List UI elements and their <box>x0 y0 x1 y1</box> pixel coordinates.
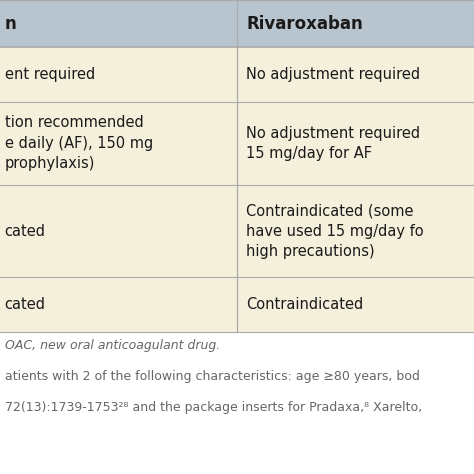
Text: No adjustment required
15 mg/day for AF: No adjustment required 15 mg/day for AF <box>246 126 420 161</box>
Text: Contraindicated: Contraindicated <box>246 297 364 312</box>
Bar <box>0 277 474 332</box>
Text: No adjustment required: No adjustment required <box>246 67 420 82</box>
Text: tion recommended
e daily (AF), 150 mg
prophylaxis): tion recommended e daily (AF), 150 mg pr… <box>5 116 153 171</box>
Text: atients with 2 of the following characteristics: age ≥80 years, bod: atients with 2 of the following characte… <box>5 370 419 383</box>
Text: Rivaroxaban: Rivaroxaban <box>246 15 363 33</box>
Text: OAC, new oral anticoagulant drug.: OAC, new oral anticoagulant drug. <box>5 339 220 352</box>
Bar <box>0 47 474 102</box>
Text: Contraindicated (some
have used 15 mg/day fo
high precautions): Contraindicated (some have used 15 mg/da… <box>246 203 424 259</box>
Text: n: n <box>5 15 17 33</box>
Bar <box>0 185 474 277</box>
Text: cated: cated <box>5 224 46 238</box>
Bar <box>0 0 474 47</box>
Text: cated: cated <box>5 297 46 312</box>
Text: 72(13):1739-1753²⁸ and the package inserts for Pradaxa,⁸ Xarelto,: 72(13):1739-1753²⁸ and the package inser… <box>5 401 422 413</box>
Bar <box>0 102 474 185</box>
Text: ent required: ent required <box>5 67 95 82</box>
